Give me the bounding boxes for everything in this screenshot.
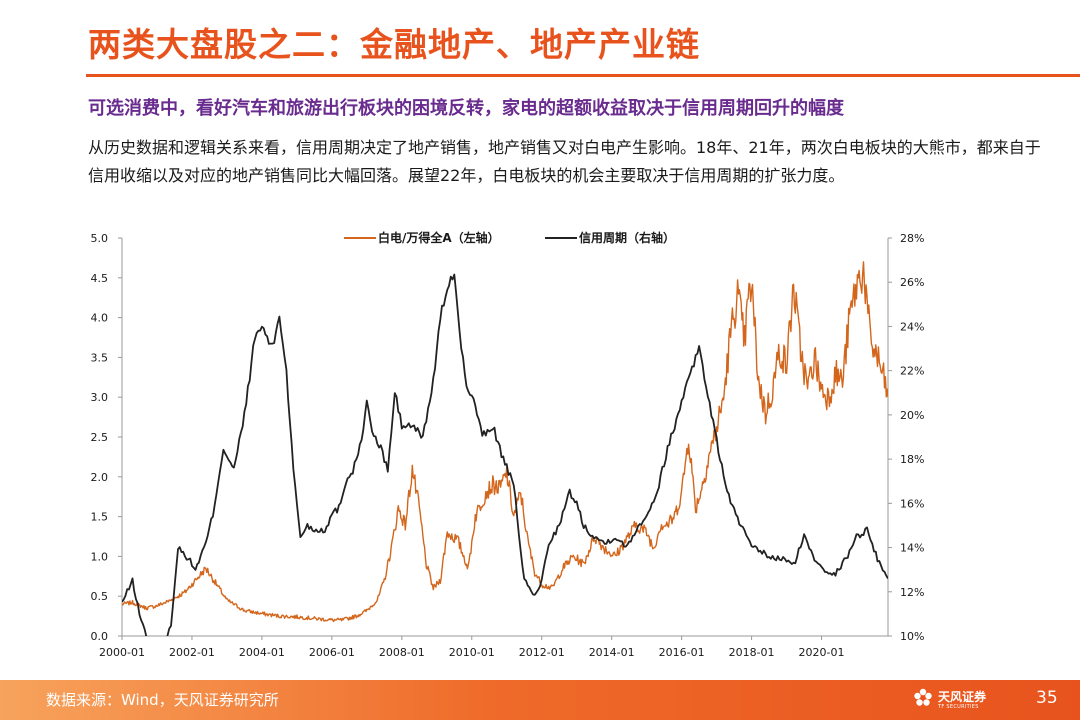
left-tick-label: 2.0 [91,471,109,484]
left-tick-label: 4.0 [91,312,109,325]
flower-logo-icon [914,688,932,706]
x-tick-label: 2010-01 [449,646,495,659]
left-tick-label: 3.0 [91,391,109,404]
x-tick-label: 2020-01 [799,646,845,659]
left-tick-label: 5.0 [91,232,109,245]
x-tick-label: 2000-01 [99,646,145,659]
x-tick-label: 2004-01 [239,646,285,659]
page-title: 两类大盘股之二：金融地产、地产产业链 [88,25,700,64]
right-tick-label: 18% [900,453,924,466]
body-paragraph: 从历史数据和逻辑关系来看，信用周期决定了地产销售，地产销售又对白电产生影响。18… [88,138,1041,185]
x-tick-label: 2012-01 [519,646,565,659]
section-subtitle: 可选消费中，看好汽车和旅游出行板块的困境反转，家电的超额收益取决于信用周期回升的… [88,98,844,119]
x-tick-label: 2002-01 [169,646,215,659]
right-tick-label: 26% [900,276,924,289]
legend-white-goods-label: 白电/万得全A（左轴） [378,230,500,245]
right-tick-label: 14% [900,542,924,555]
x-tick-label: 2014-01 [589,646,635,659]
data-source: 数据来源：Wind，天风证券研究所 [46,691,279,709]
page-number: 35 [1036,688,1058,708]
left-tick-label: 4.5 [91,272,109,285]
title-divider [86,74,1080,77]
x-tick-label: 2016-01 [659,646,705,659]
series-line-credit-cycle [122,273,888,636]
logo-subtext: TF SECURITIES [938,704,979,710]
x-tick-label: 2006-01 [309,646,355,659]
left-tick-label: 0.0 [91,630,109,643]
x-tick-label: 2018-01 [729,646,775,659]
right-tick-label: 20% [900,409,924,422]
right-tick-label: 16% [900,497,924,510]
right-tick-label: 24% [900,320,924,333]
left-tick-label: 2.5 [91,431,109,444]
left-tick-label: 3.5 [91,351,109,364]
x-tick-label: 2008-01 [379,646,425,659]
logo-text: 天风证券 [938,690,987,704]
company-logo: 天风证券 TF SECURITIES [912,685,1022,715]
right-tick-label: 28% [900,232,924,245]
left-tick-label: 0.5 [91,590,109,603]
dual-axis-line-chart: 0.0 0.5 1.0 1.5 2.0 2.5 3.0 3.5 4.0 4.5 5.0 10% 12% 1… [91,230,925,659]
footer-bar: 数据来源：Wind，天风证券研究所 天风证券 TF SECURITIES 35 [0,680,1080,720]
legend-credit-cycle-label: 信用周期（右轴） [579,230,675,245]
right-tick-label: 10% [900,630,924,643]
left-tick-label: 1.5 [91,511,109,524]
right-tick-label: 12% [900,586,924,599]
right-tick-label: 22% [900,365,924,378]
left-tick-label: 1.0 [91,550,109,563]
series-line-white-goods-ratio [122,261,888,623]
